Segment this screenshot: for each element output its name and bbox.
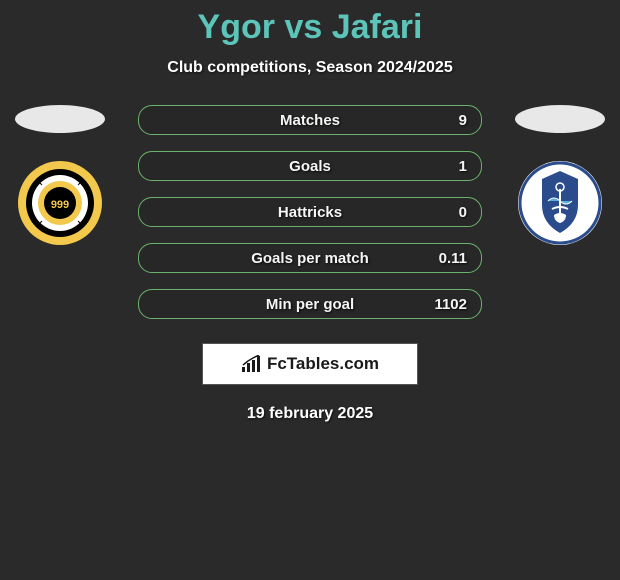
brand-box[interactable]: FcTables.com <box>202 343 418 385</box>
stat-value: 9 <box>459 112 467 129</box>
stat-value: 0.11 <box>439 250 467 267</box>
stat-label: Goals <box>289 158 331 175</box>
stat-label: Hattricks <box>278 204 342 221</box>
date-text: 19 february 2025 <box>0 405 620 423</box>
club-badge-left: 999 <box>18 161 102 245</box>
subtitle: Club competitions, Season 2024/2025 <box>0 59 620 77</box>
club-badge-right <box>518 161 602 245</box>
stat-row: Hattricks 0 <box>138 197 482 227</box>
stat-row: Min per goal 1102 <box>138 289 482 319</box>
malavan-badge-icon <box>518 161 602 245</box>
stat-value: 0 <box>459 204 467 221</box>
stat-value: 1 <box>459 158 467 175</box>
page-title: Ygor vs Jafari <box>0 0 620 47</box>
player-right-column <box>500 105 620 245</box>
comparison-content: 999 <box>0 105 620 423</box>
brand-text: FcTables.com <box>267 354 379 374</box>
player-left-column: 999 <box>0 105 120 245</box>
stat-row: Matches 9 <box>138 105 482 135</box>
stat-value: 1102 <box>434 296 467 313</box>
chart-icon <box>241 355 263 373</box>
stat-label: Matches <box>280 112 340 129</box>
stat-row: Goals 1 <box>138 151 482 181</box>
stat-label: Min per goal <box>266 296 354 313</box>
stat-label: Goals per match <box>251 250 369 267</box>
stat-row: Goals per match 0.11 <box>138 243 482 273</box>
sepahan-badge-icon: 999 <box>18 161 102 245</box>
stats-list: Matches 9 Goals 1 Hattricks 0 Goals per … <box>138 105 482 319</box>
player-left-avatar <box>15 105 105 133</box>
svg-text:999: 999 <box>51 199 69 211</box>
player-right-avatar <box>515 105 605 133</box>
